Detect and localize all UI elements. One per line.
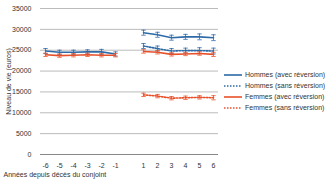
html-text:Hommes (sans réversion): Hommes (sans réversion) xyxy=(245,82,326,89)
svg-text:5: 5 xyxy=(198,162,202,169)
html-text:Femmes (avec réversion): Femmes (avec réversion) xyxy=(245,93,325,100)
svg-text:0: 0 xyxy=(28,151,32,158)
svg-text:3: 3 xyxy=(170,162,174,169)
svg-text:Niveau de vie (euros): Niveau de vie (euros) xyxy=(5,48,13,115)
svg-text:20000: 20000 xyxy=(12,67,32,74)
svg-text:Années depuis décès du conjoin: Années depuis décès du conjoint xyxy=(4,171,107,179)
svg-text:15000: 15000 xyxy=(12,88,32,95)
svg-text:1: 1 xyxy=(142,162,146,169)
svg-text:-4: -4 xyxy=(70,162,76,169)
svg-text:-6: -6 xyxy=(42,162,48,169)
svg-text:30000: 30000 xyxy=(12,26,32,33)
svg-text:-1: -1 xyxy=(112,162,118,169)
svg-text:10000: 10000 xyxy=(12,109,32,116)
svg-text:5000: 5000 xyxy=(16,130,32,137)
svg-text:-5: -5 xyxy=(56,162,62,169)
svg-text:2: 2 xyxy=(156,162,160,169)
svg-text:-2: -2 xyxy=(98,162,104,169)
html-text:Femmes (sans réversion): Femmes (sans réversion) xyxy=(245,104,325,111)
svg-text:6: 6 xyxy=(212,162,216,169)
svg-text:-3: -3 xyxy=(84,162,90,169)
html-text:Hommes (avec réversion): Hommes (avec réversion) xyxy=(245,71,326,78)
svg-text:35000: 35000 xyxy=(12,5,32,12)
svg-text:4: 4 xyxy=(184,162,188,169)
svg-text:25000: 25000 xyxy=(12,46,32,53)
